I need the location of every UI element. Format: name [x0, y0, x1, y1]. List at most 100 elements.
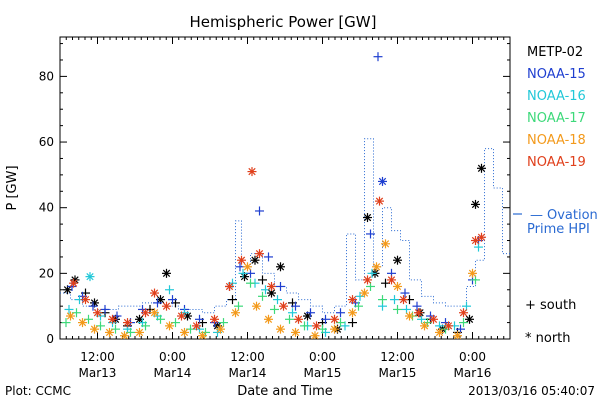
marker-metop02-north: [477, 163, 486, 173]
marker-noaa17-south: [393, 304, 402, 314]
marker-noaa15-south: [88, 301, 98, 311]
marker-noaa18-north: [330, 324, 339, 334]
legend-noaa19: NOAA-19: [527, 155, 586, 170]
marker-noaa18-north: [198, 331, 207, 339]
plot-credit: Plot: CCMC: [5, 384, 71, 398]
marker-metop02-north: [135, 314, 144, 324]
marker-noaa19-north: [93, 308, 102, 318]
ovation-step-path: [60, 138, 510, 314]
marker-noaa18-north: [165, 321, 174, 331]
y-tick-label: 80: [39, 69, 54, 83]
marker-noaa18-north: [468, 268, 477, 278]
marker-noaa18-north: [135, 327, 144, 337]
legend-ovation-line1: Ovation: [547, 208, 598, 223]
marker-noaa16-south: [288, 308, 297, 318]
marker-noaa17-south: [471, 275, 480, 285]
marker-metop02-north: [393, 255, 402, 265]
marker-noaa15-north: [378, 176, 387, 186]
marker-metop02-north: [276, 262, 285, 272]
marker-noaa18-north: [243, 262, 252, 272]
marker-noaa15-south: [255, 206, 264, 216]
x-tick-label-date: Mar14: [229, 366, 267, 380]
marker-metop02-south: [258, 275, 267, 285]
marker-noaa16-south: [462, 301, 471, 311]
legend: METP-02 NOAA-15 NOAA-16 NOAA-17 NOAA-18 …: [513, 45, 598, 346]
marker-noaa15-south: [100, 304, 110, 314]
marker-noaa19-north: [108, 314, 117, 324]
x-tick-label-date: Mar13: [79, 366, 117, 380]
marker-noaa17-south: [300, 321, 309, 331]
marker-noaa19-north: [192, 321, 201, 331]
marker-noaa18-north: [120, 331, 129, 339]
marker-noaa17-south: [141, 321, 150, 331]
marker-noaa16-south: [238, 268, 248, 278]
marker-noaa18-north: [393, 281, 402, 291]
marker-noaa19-north: [123, 318, 132, 328]
x-tick-label-time: 0:00: [309, 350, 336, 364]
x-tick-label-time: 12:00: [230, 350, 265, 364]
marker-noaa19-north: [429, 314, 438, 324]
legend-noaa17: NOAA-17: [527, 111, 586, 126]
marker-noaa17-south: [285, 314, 294, 324]
marker-noaa15-south: [321, 314, 330, 324]
marker-noaa19-north: [444, 321, 453, 331]
marker-noaa19-north: [279, 301, 288, 311]
marker-noaa15-south: [168, 295, 177, 305]
marker-noaa19-north: [177, 311, 186, 321]
y-axis: 0 20 40 60 80: [39, 43, 510, 346]
marker-noaa19-north: [210, 314, 219, 324]
marker-noaa16-south: [165, 285, 174, 295]
marker-noaa19-north: [312, 321, 321, 331]
y-tick-label: 20: [39, 266, 54, 280]
marker-noaa19-north: [330, 314, 339, 324]
marker-noaa18-north: [435, 327, 444, 337]
x-tick-label-time: 0:00: [159, 350, 186, 364]
marker-noaa17-south: [459, 318, 468, 328]
marker-metop02-north: [303, 311, 312, 321]
marker-noaa16-north: [85, 272, 95, 282]
marker-noaa19-north: [237, 255, 246, 265]
marker-noaa15-south: [306, 308, 315, 318]
marker-noaa17-south: [234, 301, 243, 311]
marker-noaa15-south: [195, 314, 204, 324]
marker-noaa17-south: [270, 304, 279, 314]
x-tick-label-time: 12:00: [380, 350, 415, 364]
marker-noaa16-south: [273, 295, 282, 305]
marker-noaa15-south: [291, 301, 300, 311]
marker-noaa18-north: [78, 318, 87, 328]
legend-ovation-line2: Prime HPI: [527, 222, 590, 237]
marker-metop02-north: [162, 268, 171, 278]
marker-noaa17-south: [219, 318, 228, 328]
legend-noaa16: NOAA-16: [527, 89, 586, 104]
marker-noaa15-south: [400, 288, 410, 298]
y-tick-label: 60: [39, 135, 54, 149]
marker-noaa15-south: [366, 229, 375, 239]
plot-frame: [59, 36, 511, 340]
marker-noaa17-south: [366, 281, 375, 291]
marker-noaa15-south: [336, 308, 345, 318]
y-tick-label: 0: [46, 332, 54, 346]
marker-noaa19-north: [375, 196, 384, 206]
marker-noaa17-south: [61, 318, 71, 328]
marker-noaa19-north: [477, 232, 486, 242]
marker-noaa15-south: [456, 324, 465, 334]
marker-noaa15-south: [153, 298, 162, 308]
marker-metop02-north: [250, 255, 260, 265]
marker-noaa19-north: [399, 295, 408, 305]
marker-metop02-south: [228, 295, 237, 305]
marker-noaa19-north: [225, 281, 234, 291]
marker-noaa18-north: [372, 262, 381, 272]
marker-metop02-north: [465, 314, 474, 324]
marker-noaa18-north: [66, 311, 75, 321]
marker-noaa19-north: [69, 278, 78, 288]
marker-noaa17-south: [258, 291, 267, 301]
marker-noaa19-north: [294, 314, 303, 324]
x-tick-label-date: Mar16: [454, 366, 492, 380]
x-tick-label-time: 0:00: [459, 350, 486, 364]
x-axis: 12:00 Mar13 0:00 Mar14 12:00 Mar14 0:00 Mar15 12…: [59, 37, 511, 380]
marker-noaa18-north: [105, 327, 114, 337]
marker-noaa15-south: [412, 301, 422, 311]
marker-noaa19-north: [81, 295, 90, 305]
marker-noaa18-north: [405, 311, 414, 321]
marker-noaa19-north: [414, 308, 423, 318]
